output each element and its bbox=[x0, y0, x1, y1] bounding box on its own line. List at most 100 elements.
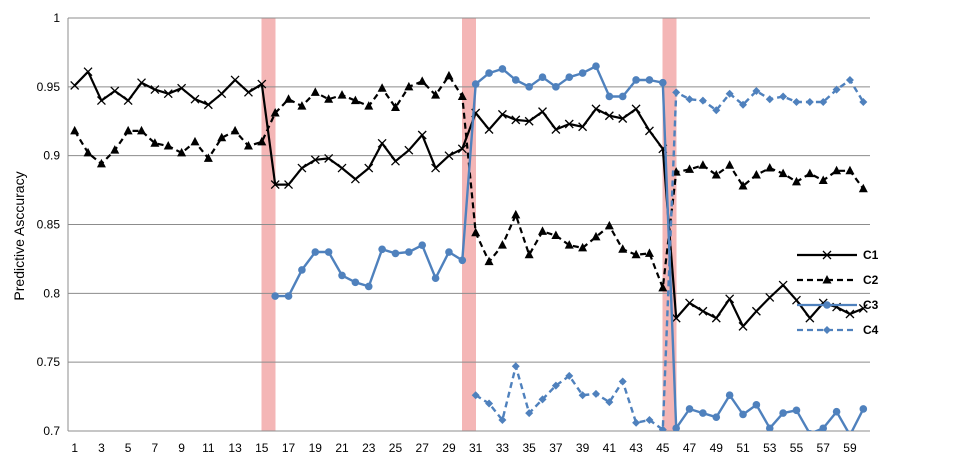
data-point-c2 bbox=[751, 169, 761, 179]
data-point-c1 bbox=[631, 104, 641, 114]
x-tick-label: 7 bbox=[152, 441, 159, 455]
data-point-c4 bbox=[832, 85, 841, 94]
data-point-c3 bbox=[672, 424, 680, 431]
data-point-c3 bbox=[391, 249, 400, 258]
series-c2 bbox=[70, 70, 868, 292]
data-point-c3 bbox=[592, 62, 600, 70]
data-point-c1 bbox=[725, 294, 735, 304]
data-point-c2 bbox=[163, 141, 173, 150]
legend-label-c4: C4 bbox=[863, 323, 879, 337]
data-point-c2 bbox=[457, 91, 467, 100]
data-point-c1 bbox=[83, 67, 93, 77]
data-point-c2 bbox=[70, 125, 80, 135]
data-point-c4 bbox=[511, 362, 520, 371]
data-point-c4 bbox=[645, 415, 654, 424]
data-point-c2 bbox=[96, 158, 106, 168]
x-tick-label: 37 bbox=[549, 441, 563, 455]
data-point-c2 bbox=[524, 249, 534, 259]
x-tick-label: 19 bbox=[309, 441, 323, 455]
series-layer bbox=[70, 62, 868, 431]
data-point-c1 bbox=[551, 125, 561, 134]
data-point-c2 bbox=[711, 169, 721, 179]
data-point-c2 bbox=[778, 168, 788, 178]
gridlines bbox=[67, 17, 870, 432]
y-axis-title: Predictive Asccuracy bbox=[11, 171, 27, 300]
data-point-c2 bbox=[337, 90, 347, 99]
data-point-c2 bbox=[230, 125, 240, 135]
data-point-c2 bbox=[604, 220, 614, 230]
data-point-c2 bbox=[270, 107, 280, 117]
x-tick-label: 55 bbox=[790, 441, 804, 455]
x-tick-label: 5 bbox=[125, 441, 132, 455]
data-point-c4 bbox=[618, 377, 627, 386]
data-point-c2 bbox=[738, 180, 748, 190]
data-point-c2 bbox=[123, 125, 133, 135]
data-point-c2 bbox=[497, 240, 507, 249]
data-point-c2 bbox=[658, 282, 668, 292]
x-tick-label: 35 bbox=[522, 441, 536, 455]
x-tick-label: 13 bbox=[228, 441, 242, 455]
data-point-c2 bbox=[618, 244, 628, 253]
y-tick-label: 0.9 bbox=[43, 149, 60, 163]
data-point-c1 bbox=[297, 163, 307, 173]
data-point-c1 bbox=[190, 94, 200, 104]
data-point-c1 bbox=[845, 309, 855, 319]
data-point-c1 bbox=[792, 295, 801, 305]
data-point-c1 bbox=[484, 125, 494, 134]
data-point-c1 bbox=[310, 155, 320, 165]
data-point-c2 bbox=[564, 240, 574, 249]
data-point-c1 bbox=[511, 115, 521, 125]
data-point-c2 bbox=[324, 94, 334, 103]
data-point-c3 bbox=[471, 80, 480, 88]
data-point-c2 bbox=[190, 136, 200, 146]
data-point-c4 bbox=[538, 395, 547, 404]
data-point-c2 bbox=[297, 101, 307, 110]
data-point-c2 bbox=[310, 87, 320, 96]
data-point-c1 bbox=[444, 151, 454, 161]
data-point-c4 bbox=[525, 409, 534, 418]
data-point-c3 bbox=[378, 245, 386, 254]
data-point-c4 bbox=[565, 371, 574, 380]
data-point-c3 bbox=[498, 65, 507, 73]
x-tick-label: 33 bbox=[496, 441, 510, 455]
x-tick-label: 57 bbox=[817, 441, 831, 455]
data-point-c2 bbox=[791, 176, 801, 186]
data-point-c3 bbox=[552, 83, 560, 91]
data-point-c3 bbox=[765, 424, 774, 431]
y-tick-label: 0.95 bbox=[37, 80, 61, 94]
data-point-c3 bbox=[752, 401, 761, 409]
data-point-c3 bbox=[485, 69, 493, 77]
data-point-c3 bbox=[565, 73, 574, 81]
data-point-c1 bbox=[685, 298, 695, 308]
data-point-c1 bbox=[177, 83, 187, 93]
data-point-c1 bbox=[698, 306, 708, 316]
data-point-c3 bbox=[699, 409, 707, 417]
data-point-c3 bbox=[685, 405, 694, 413]
data-point-c1 bbox=[377, 138, 387, 148]
data-point-c1 bbox=[270, 180, 280, 190]
data-point-c3 bbox=[311, 248, 320, 256]
data-point-c1 bbox=[350, 174, 360, 184]
data-point-c3 bbox=[511, 76, 520, 84]
data-point-c1 bbox=[364, 163, 374, 173]
data-point-c1 bbox=[604, 111, 614, 121]
data-point-c1 bbox=[431, 163, 441, 173]
legend-marker-c3 bbox=[823, 301, 831, 309]
data-point-c3 bbox=[418, 241, 427, 249]
data-point-c3 bbox=[578, 69, 587, 77]
x-tick-label: 23 bbox=[362, 441, 376, 455]
legend-label-c2: C2 bbox=[863, 273, 879, 287]
x-tick-label: 3 bbox=[98, 441, 105, 455]
data-point-c1 bbox=[538, 107, 547, 117]
data-point-c1 bbox=[564, 119, 574, 129]
series-c4 bbox=[471, 75, 868, 431]
x-tick-label: 27 bbox=[416, 441, 430, 455]
legend-label-c1: C1 bbox=[863, 248, 879, 262]
x-tick-label: 29 bbox=[442, 441, 456, 455]
data-point-c1 bbox=[391, 156, 400, 166]
x-tick-label: 15 bbox=[255, 441, 269, 455]
data-point-c3 bbox=[405, 248, 413, 256]
data-point-c2 bbox=[203, 153, 213, 162]
data-point-c2 bbox=[377, 83, 387, 92]
data-point-c2 bbox=[511, 209, 521, 219]
